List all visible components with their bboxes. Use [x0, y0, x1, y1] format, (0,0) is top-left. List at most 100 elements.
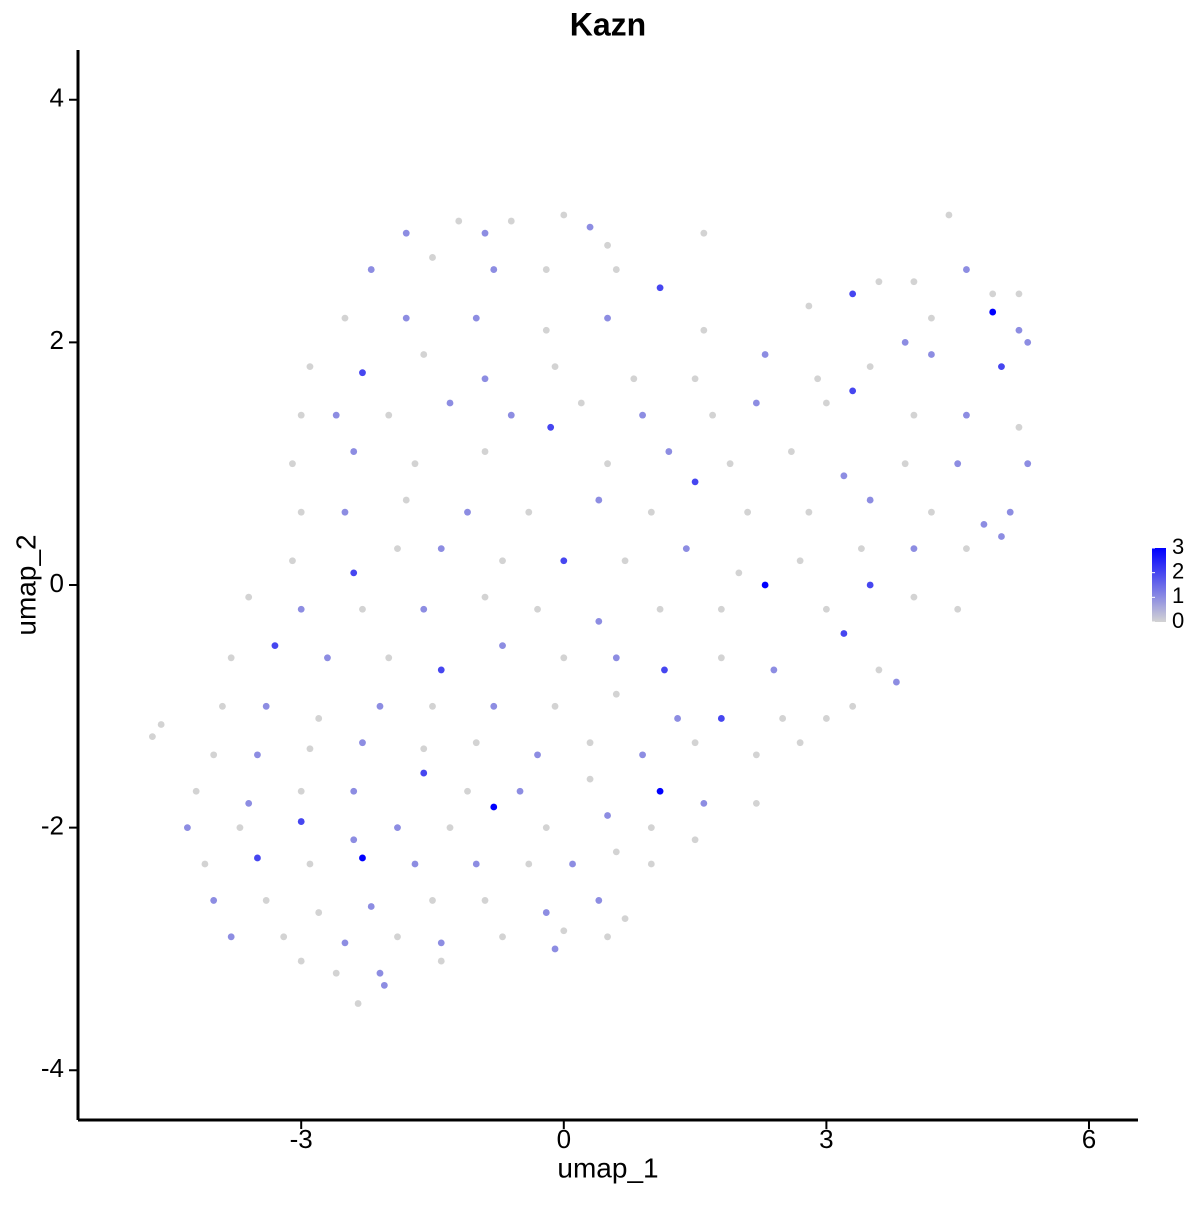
cell-point: [394, 933, 401, 941]
x-tick-label: -3: [290, 1124, 313, 1154]
cell-point: [227, 654, 235, 662]
x-tick-label: 0: [557, 1124, 571, 1154]
x-axis-label: umap_1: [557, 1152, 658, 1183]
cell-point: [542, 266, 550, 273]
cell-point: [385, 654, 393, 662]
cell-point: [350, 836, 358, 844]
cell-point: [752, 399, 760, 407]
cell-point: [761, 351, 769, 358]
cell-point: [691, 478, 699, 486]
cell-point: [481, 593, 489, 601]
cell-point: [998, 533, 1005, 540]
cell-point: [420, 769, 428, 777]
cell-point: [928, 508, 935, 516]
cell-point: [910, 545, 918, 553]
cell-point: [910, 278, 918, 286]
cell-point: [691, 375, 699, 383]
cell-point: [280, 933, 288, 941]
cell-point: [709, 411, 716, 419]
cell-point: [700, 799, 708, 807]
cell-point: [437, 545, 445, 553]
cell-point: [297, 818, 305, 825]
cell-point: [682, 545, 690, 553]
cell-point: [385, 411, 393, 419]
cell-point: [490, 266, 498, 273]
cell-point: [691, 836, 699, 844]
cell-point: [612, 654, 620, 662]
cell-point: [858, 545, 865, 553]
cell-point: [499, 933, 506, 941]
cell-point: [481, 897, 489, 904]
cell-point: [647, 860, 655, 868]
cell-point: [394, 545, 401, 553]
y-tick-label: -2: [41, 811, 64, 841]
cell-point: [324, 654, 331, 662]
cell-point: [359, 854, 366, 862]
cell-point: [586, 775, 594, 783]
cell-point: [840, 630, 848, 637]
x-tick-label: 3: [819, 1124, 833, 1154]
cell-point: [376, 702, 384, 710]
cell-point: [367, 266, 375, 273]
cell-point: [350, 569, 358, 577]
cell-point: [910, 411, 918, 419]
cell-point: [332, 969, 340, 977]
cell-point: [822, 605, 830, 613]
cell-point: [621, 915, 629, 923]
cell-point: [289, 460, 296, 468]
cell-point: [306, 860, 314, 868]
cell-point: [989, 308, 997, 316]
cell-point: [380, 981, 388, 989]
cell-point: [262, 702, 270, 710]
cell-point: [464, 508, 471, 516]
cell-point: [752, 751, 760, 759]
cell-point: [210, 897, 218, 904]
cell-point: [560, 927, 568, 935]
cell-point: [437, 939, 445, 947]
cell-point: [306, 363, 314, 371]
cell-point: [245, 799, 253, 807]
cell-point: [814, 375, 822, 383]
cell-point: [341, 314, 349, 322]
cell-point: [481, 229, 489, 237]
cell-point: [901, 460, 909, 468]
cell-point: [490, 803, 498, 811]
cell-point: [297, 411, 305, 419]
cell-point: [1015, 326, 1023, 334]
cell-point: [691, 739, 699, 747]
cell-point: [1015, 423, 1023, 431]
y-axis-label: umap_2: [10, 534, 41, 635]
cell-point: [227, 933, 235, 941]
cell-point: [717, 654, 725, 662]
cell-point: [464, 787, 471, 795]
cell-point: [612, 266, 620, 273]
cell-point: [402, 229, 410, 237]
cell-point: [595, 496, 603, 504]
cell-point: [963, 266, 970, 273]
cell-point: [437, 666, 445, 674]
cell-point: [542, 824, 550, 832]
cell-point: [656, 787, 664, 795]
cell-point: [717, 715, 725, 722]
cell-point: [822, 715, 830, 722]
colorbar: [1152, 548, 1166, 622]
cell-point: [604, 314, 611, 322]
cell-point: [621, 557, 629, 565]
cell-point: [359, 369, 366, 377]
cell-point: [481, 448, 489, 455]
cell-point: [612, 848, 620, 856]
cell-point: [796, 739, 804, 747]
cell-point: [297, 957, 305, 965]
cell-point: [700, 229, 708, 237]
cell-point: [429, 702, 436, 710]
cell-point: [779, 715, 787, 722]
cell-point: [402, 314, 410, 322]
cell-point: [149, 733, 156, 741]
cell-point: [560, 557, 568, 565]
cell-point: [254, 751, 261, 759]
cell-point: [411, 460, 419, 468]
cell-point: [744, 508, 752, 516]
y-tick-label: 0: [50, 568, 64, 598]
cell-point: [928, 314, 935, 322]
cell-point: [219, 702, 226, 710]
